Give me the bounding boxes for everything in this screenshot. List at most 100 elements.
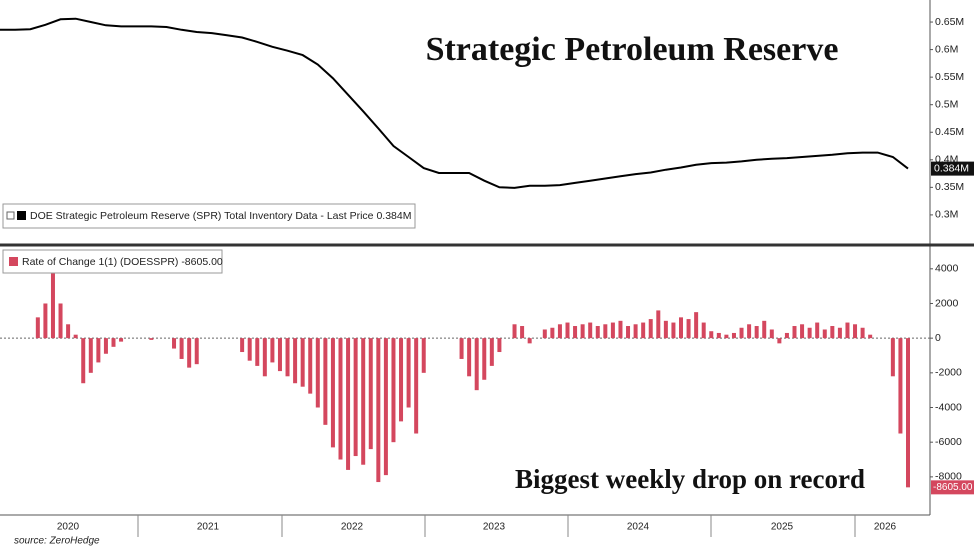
bar [172, 338, 177, 349]
source: source: ZeroHedge [14, 536, 100, 547]
legend-box [2, 249, 223, 274]
y-tick-label: 0.55M [935, 71, 964, 83]
bar [474, 338, 479, 391]
bar [73, 334, 78, 339]
bar [633, 324, 638, 339]
x-tick-label: 2020 [57, 522, 80, 533]
bar [43, 303, 48, 339]
bar [777, 338, 782, 344]
bar [255, 338, 260, 366]
bar [270, 338, 275, 363]
legend-swatch [17, 211, 26, 220]
bar [247, 338, 252, 361]
bar [731, 332, 736, 339]
y-tick-label: 0.45M [935, 126, 964, 138]
y-tick-label: 0.5M [935, 98, 958, 110]
y-tick-label: 0.6M [935, 43, 958, 55]
bar [96, 338, 101, 363]
x-tick-label: 2026 [874, 522, 897, 533]
bar [489, 338, 494, 366]
bar [482, 338, 487, 380]
bar [119, 338, 124, 342]
bar [149, 338, 154, 340]
bar [815, 322, 820, 339]
bar [194, 338, 199, 365]
bar [603, 324, 608, 339]
y-tick-label: -6000 [935, 436, 962, 448]
bar [103, 338, 108, 354]
y-tick-label: -4000 [935, 401, 962, 413]
bar [277, 338, 282, 372]
bar [853, 324, 858, 339]
legend-icon [6, 211, 15, 220]
bar [467, 338, 472, 377]
bar [35, 317, 40, 339]
bar [747, 324, 752, 339]
bar [807, 327, 812, 339]
bar [459, 338, 464, 359]
y-tick-label: 2000 [935, 297, 959, 309]
bar [663, 320, 668, 339]
y-tick-label: -2000 [935, 367, 962, 379]
bar [641, 322, 646, 339]
bar [376, 338, 381, 483]
bar [58, 303, 63, 339]
bar [361, 338, 366, 465]
bar [837, 327, 842, 339]
bar [557, 324, 562, 339]
bar [671, 322, 676, 339]
bar [906, 338, 910, 488]
bar [679, 317, 683, 339]
bar [890, 338, 895, 377]
legend-label: Rate of Change 1(1) (DOESSPR) -8605.00 [22, 256, 223, 268]
y-tick-label: 0 [935, 332, 941, 344]
bar [66, 324, 71, 339]
bar [399, 338, 404, 422]
x-tick-label: 2024 [627, 522, 650, 533]
bar [391, 338, 396, 443]
bar [709, 331, 714, 339]
bar [353, 338, 358, 457]
bar [285, 338, 290, 377]
bar [346, 338, 351, 470]
last-value-tag [931, 480, 974, 495]
bar [686, 319, 691, 339]
chart-title: Strategic Petroleum Reserve [426, 31, 839, 68]
x-tick-label: 2025 [771, 522, 794, 533]
bar [88, 338, 93, 373]
bar [565, 322, 570, 339]
bar [618, 320, 623, 339]
bar [542, 329, 547, 339]
bar [845, 322, 850, 339]
legend-box [2, 203, 416, 229]
bar [293, 338, 298, 384]
legend-swatch [9, 257, 18, 266]
bar [580, 324, 585, 339]
bar [300, 338, 305, 387]
bar [81, 338, 86, 384]
y-tick-label: 4000 [935, 263, 959, 275]
x-tick-label: 2021 [197, 522, 220, 533]
bar [573, 326, 578, 339]
bar [694, 312, 699, 339]
bar [240, 338, 245, 353]
bar [739, 327, 744, 339]
last-value-tag [931, 161, 974, 176]
bar [595, 326, 600, 339]
last-value-label: 0.384M [934, 162, 969, 174]
bar [800, 324, 805, 339]
bar [860, 327, 865, 339]
bar [414, 338, 419, 434]
bar [754, 326, 759, 339]
bar [111, 338, 116, 347]
bar [648, 319, 653, 339]
bar [701, 322, 706, 339]
bar [323, 338, 328, 425]
bar [898, 338, 903, 434]
y-tick-label: -8000 [935, 471, 962, 483]
bar [520, 326, 525, 339]
bar [588, 322, 593, 339]
bar [50, 272, 55, 339]
bar [262, 338, 267, 377]
